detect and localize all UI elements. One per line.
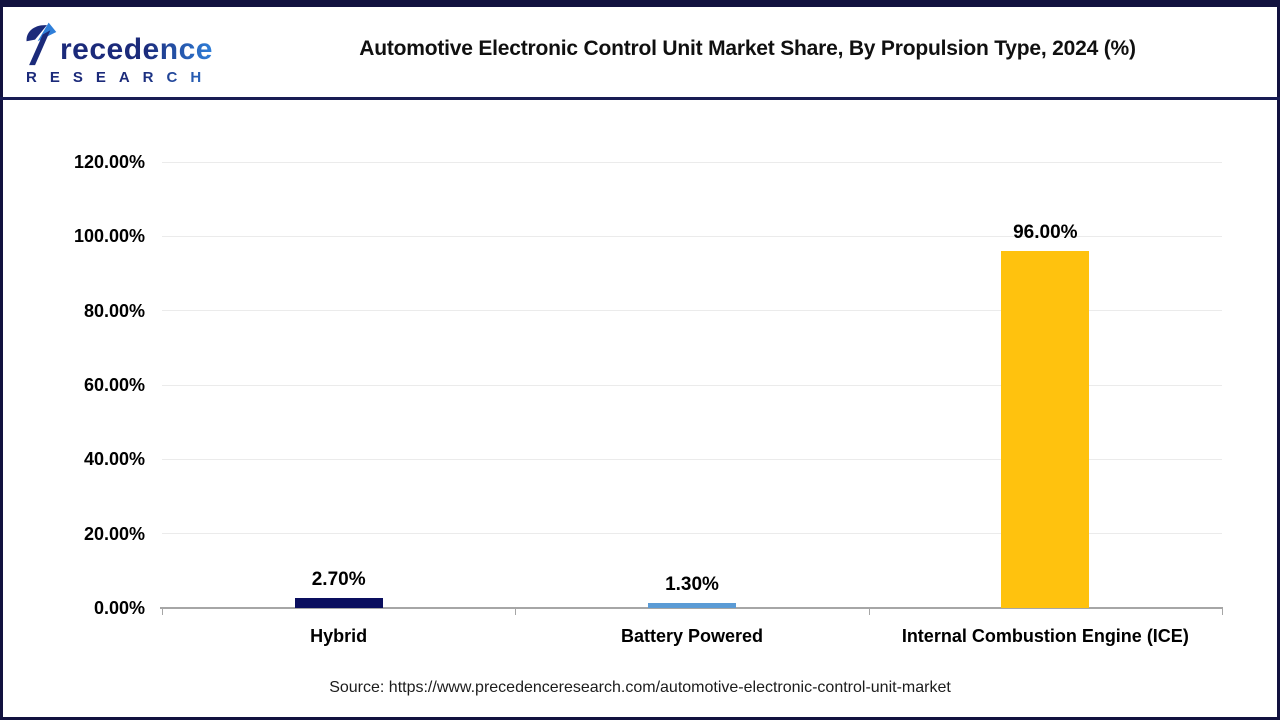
y-axis-tick-label: 100.00%: [73, 226, 145, 247]
x-axis-tick: [1222, 609, 1223, 615]
x-axis-category-label-battery-powered: Battery Powered: [620, 626, 764, 646]
chart-title: Automotive Electronic Control Unit Marke…: [359, 36, 1136, 60]
brand-logo-row: recedence: [24, 20, 234, 66]
bar-battery-powered: [648, 603, 736, 608]
y-axis-tick-label: 40.00%: [83, 449, 145, 470]
y-axis-tick-label: 80.00%: [83, 300, 145, 321]
x-axis-category-label-internal-combustion-engine-ice: Internal Combustion Engine (ICE): [901, 626, 1189, 646]
brand-subtext: RESEARCH: [26, 69, 234, 86]
gridline: [162, 533, 1222, 535]
brand-logo: recedence RESEARCH: [24, 20, 234, 86]
y-axis-tick-label: 0.00%: [93, 598, 145, 618]
y-axis-tick-label: 20.00%: [83, 523, 145, 544]
x-axis-category-label-hybrid: Hybrid: [310, 626, 368, 646]
y-axis-tick-label: 120.00%: [73, 152, 145, 172]
x-axis-line: [160, 607, 1223, 609]
bar-hybrid: [294, 597, 383, 608]
brand-name: recedence: [60, 33, 213, 66]
bar-value-label-battery-powered: 1.30%: [665, 574, 719, 596]
x-axis-tick: [515, 609, 517, 615]
x-axis-tick: [868, 609, 870, 615]
bar-value-label-internal-combustion-engine-ice: 96.00%: [1013, 222, 1078, 244]
y-axis-tick-label: 60.00%: [83, 375, 145, 395]
gridline: [162, 235, 1222, 237]
gridline: [162, 384, 1222, 386]
bar-value-label-hybrid: 2.70%: [311, 568, 366, 590]
bar-internal-combustion-engine-ice: [1001, 251, 1090, 608]
x-axis-tick: [162, 609, 163, 615]
header-divider: [0, 97, 1280, 100]
source-citation: Source: https://www.precedenceresearch.c…: [329, 679, 951, 696]
paper-plane-logo-icon: [26, 22, 57, 66]
gridline: [162, 310, 1222, 312]
gridline: [162, 458, 1222, 460]
gridline: [162, 161, 1222, 163]
header: recedence RESEARCH Automotive Electronic…: [0, 0, 1280, 97]
